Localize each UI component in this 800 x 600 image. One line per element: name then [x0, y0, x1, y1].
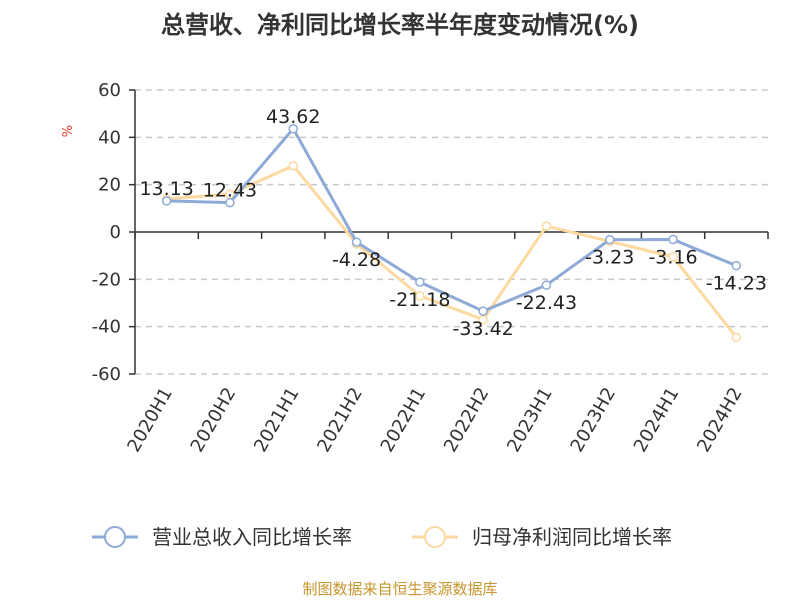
y-tick-label: -60 — [92, 364, 121, 385]
x-tick-label: 2020H2 — [187, 384, 241, 456]
data-point[interactable] — [351, 237, 362, 247]
y-tick-label: 60 — [98, 80, 121, 101]
y-tick-label: 0 — [110, 222, 121, 243]
data-label: -22.43 — [516, 292, 577, 314]
data-label: -14.23 — [706, 273, 767, 295]
legend[interactable]: 营业总收入同比增长率 归母净利润同比增长率 — [92, 525, 672, 549]
y-axis-unit: % — [61, 125, 76, 137]
data-label: 13.13 — [139, 178, 193, 200]
y-tick-label: -20 — [92, 269, 121, 290]
x-tick-label: 2021H2 — [313, 384, 367, 456]
data-label: -33.42 — [453, 318, 514, 340]
data-label: -21.18 — [389, 289, 450, 311]
x-tick-label: 2022H1 — [377, 384, 431, 456]
data-point[interactable] — [731, 260, 742, 271]
data-label: -4.28 — [332, 249, 381, 271]
data-point[interactable] — [288, 124, 298, 134]
chart-title: 总营收、净利同比增长率半年度变动情况(%) — [161, 11, 639, 39]
legend-marker-swatch — [104, 526, 126, 548]
data-labels: 13.13 12.43 43.62 -4.28 -21.18-33.42-22.43 -3… — [139, 106, 767, 340]
series-lines — [161, 124, 742, 343]
data-point[interactable] — [225, 197, 235, 208]
x-tick-label: 2022H2 — [440, 384, 494, 456]
data-point[interactable] — [668, 252, 678, 262]
data-point[interactable] — [541, 221, 552, 231]
data-point[interactable] — [731, 332, 742, 343]
data-label: -3.16 — [648, 246, 697, 268]
legend-marker-swatch — [424, 526, 446, 548]
x-tick-label: 2024H1 — [630, 384, 684, 456]
data-point[interactable] — [478, 306, 488, 316]
y-tick-label: 20 — [98, 175, 121, 196]
x-tick-label: 2023H1 — [503, 384, 557, 456]
data-point[interactable] — [605, 234, 615, 245]
data-point[interactable] — [288, 160, 298, 171]
data-label: -3.23 — [585, 247, 634, 269]
legend-label: 归母净利润同比增长率 — [472, 525, 672, 549]
x-tick-label: 2023H2 — [566, 384, 620, 456]
data-point[interactable] — [668, 234, 678, 245]
data-point[interactable] — [415, 277, 425, 287]
y-tick-label: -40 — [92, 317, 121, 338]
y-tick-label: 40 — [98, 127, 121, 148]
x-tick-label: 2024H2 — [693, 384, 747, 456]
data-label: 12.43 — [203, 180, 257, 202]
source-footer: 制图数据来自恒生聚源数据库 — [302, 580, 497, 598]
x-tick-label: 2020H1 — [123, 384, 177, 456]
legend-item[interactable]: 营业总收入同比增长率 — [92, 525, 352, 549]
legend-item[interactable]: 归母净利润同比增长率 — [412, 525, 672, 549]
series-line — [166, 164, 738, 339]
data-point[interactable] — [161, 196, 172, 206]
data-point[interactable] — [541, 280, 552, 290]
data-label: 43.62 — [266, 106, 320, 128]
data-point[interactable] — [415, 291, 425, 301]
legend-label: 营业总收入同比增长率 — [152, 525, 352, 549]
series-line — [166, 127, 737, 313]
x-tick-label: 2021H1 — [250, 384, 304, 456]
